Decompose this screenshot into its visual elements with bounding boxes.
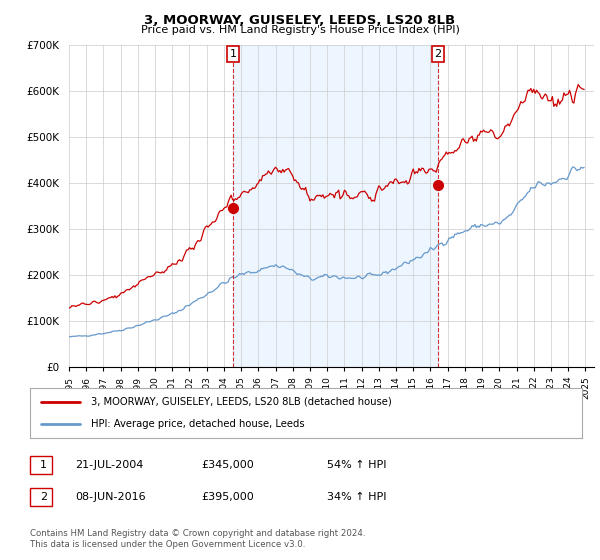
Text: Contains HM Land Registry data © Crown copyright and database right 2024.
This d: Contains HM Land Registry data © Crown c…: [30, 529, 365, 549]
Text: 54% ↑ HPI: 54% ↑ HPI: [327, 460, 386, 470]
Text: 34% ↑ HPI: 34% ↑ HPI: [327, 492, 386, 502]
Text: £395,000: £395,000: [201, 492, 254, 502]
Text: 3, MOORWAY, GUISELEY, LEEDS, LS20 8LB: 3, MOORWAY, GUISELEY, LEEDS, LS20 8LB: [145, 14, 455, 27]
Text: HPI: Average price, detached house, Leeds: HPI: Average price, detached house, Leed…: [91, 419, 304, 429]
Text: 1: 1: [40, 460, 47, 470]
Text: 2: 2: [434, 49, 442, 59]
Text: 3, MOORWAY, GUISELEY, LEEDS, LS20 8LB (detached house): 3, MOORWAY, GUISELEY, LEEDS, LS20 8LB (d…: [91, 396, 391, 407]
Text: 08-JUN-2016: 08-JUN-2016: [75, 492, 146, 502]
Text: Price paid vs. HM Land Registry's House Price Index (HPI): Price paid vs. HM Land Registry's House …: [140, 25, 460, 35]
Text: 2: 2: [40, 492, 47, 502]
Text: 1: 1: [230, 49, 237, 59]
Text: £345,000: £345,000: [201, 460, 254, 470]
Text: 21-JUL-2004: 21-JUL-2004: [75, 460, 143, 470]
Bar: [233, 45, 438, 367]
